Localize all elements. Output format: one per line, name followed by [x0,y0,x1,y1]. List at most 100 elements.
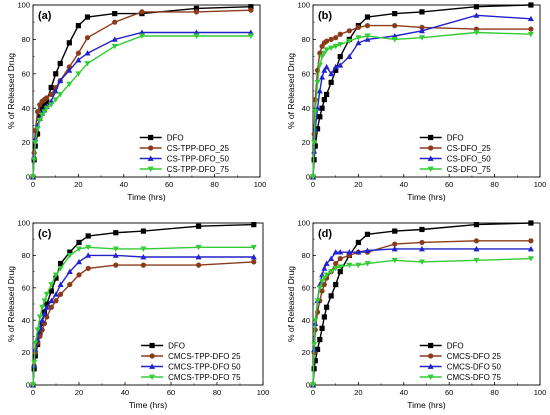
legend-label: CS-DFO_75 [447,165,492,174]
data-point [52,97,59,103]
data-point [324,38,330,44]
legend-swatch-marker [428,134,434,141]
data-point [48,102,55,108]
data-point [112,252,119,258]
legend-label: CMCS-DFO 25 [447,352,502,361]
x-tick-label: 0 [311,388,315,397]
data-point [319,278,326,285]
panel-label: (c) [38,228,52,240]
data-point [312,317,319,324]
legend-swatch-marker [149,342,155,349]
data-point [355,262,362,269]
data-point [75,50,81,56]
x-axis-title: Time (hrs) [129,400,168,410]
y-axis-title: % of Released Drug [6,53,16,129]
data-point [111,36,118,42]
data-point [391,37,398,43]
data-point [419,24,425,30]
legend-label: CS-TPP-DFO_50 [167,154,230,163]
data-point [337,62,344,68]
legend-swatch-marker [147,155,154,161]
y-tick-label: 60 [22,69,30,78]
data-point [84,61,91,67]
y-tick-label: 100 [297,1,310,10]
data-point [473,4,480,10]
legend-label: DFO [167,133,184,142]
data-point [248,7,254,13]
x-tick-label: 20 [74,180,82,189]
data-point [392,241,398,247]
x-tick-label: 100 [257,388,270,397]
data-point [314,80,321,86]
data-point [196,223,202,229]
data-point [328,269,335,275]
data-point [328,293,334,299]
data-point [392,228,398,234]
data-point [32,140,39,146]
x-tick-label: 20 [75,388,83,397]
x-tick-label: 0 [311,180,315,189]
y-tick-label: 20 [22,138,30,147]
data-point [43,105,50,112]
data-point [140,228,146,234]
data-point [333,35,339,41]
data-point [31,157,38,163]
data-point [43,291,50,298]
data-point [473,222,480,228]
series-line [312,14,531,178]
data-point [392,23,398,29]
data-point [311,342,318,348]
data-point [48,304,55,310]
data-point [323,63,330,70]
chart-panel-c: 0 20 40 60 80 100 0 20 40 60 80 100 Time (hrs) % of R… [6,219,269,410]
data-point [364,14,371,20]
x-axis-title: Time (hrs) [407,192,446,202]
x-tick-label: 20 [354,388,362,397]
x-tick-label: 60 [167,388,175,397]
legend-swatch-marker [148,145,154,151]
y-tick-label: 100 [17,1,30,10]
y-tick-label: 80 [22,35,30,44]
data-point [43,304,50,310]
data-point [355,249,362,255]
x-tick-label: 40 [400,388,408,397]
data-point [473,245,480,252]
data-point [58,260,64,267]
data-point [85,252,92,258]
data-point [66,81,73,88]
data-point [319,288,325,294]
data-point [39,304,46,311]
data-point [321,97,327,103]
data-point [112,11,118,17]
data-point [314,298,321,304]
data-point [392,11,398,17]
data-point [332,43,339,50]
legend-label: DFO [447,341,464,350]
data-point [52,88,59,94]
x-tick-label: 80 [490,388,498,397]
data-point [111,43,118,50]
data-point [527,245,534,252]
data-point [418,35,425,41]
data-point [41,102,47,108]
data-point [418,259,425,265]
y-axis-title: % of Released Drug [286,266,296,342]
data-point [196,262,202,268]
data-point [321,281,327,288]
data-point [337,269,343,275]
data-point [140,262,146,268]
data-point [247,33,254,39]
data-point [44,301,50,307]
data-point [319,74,326,80]
data-point [333,67,339,73]
data-point [53,275,59,281]
data-point [337,256,343,262]
chart-panel-d: 0 20 40 60 80 100 0 20 40 60 80 100 Time (hrs) % of R… [286,219,546,410]
data-point [193,5,200,12]
data-point [248,4,254,10]
data-point [337,54,343,60]
series-CMCS-TPP-DFO 25 [30,259,257,388]
data-point [76,258,82,265]
